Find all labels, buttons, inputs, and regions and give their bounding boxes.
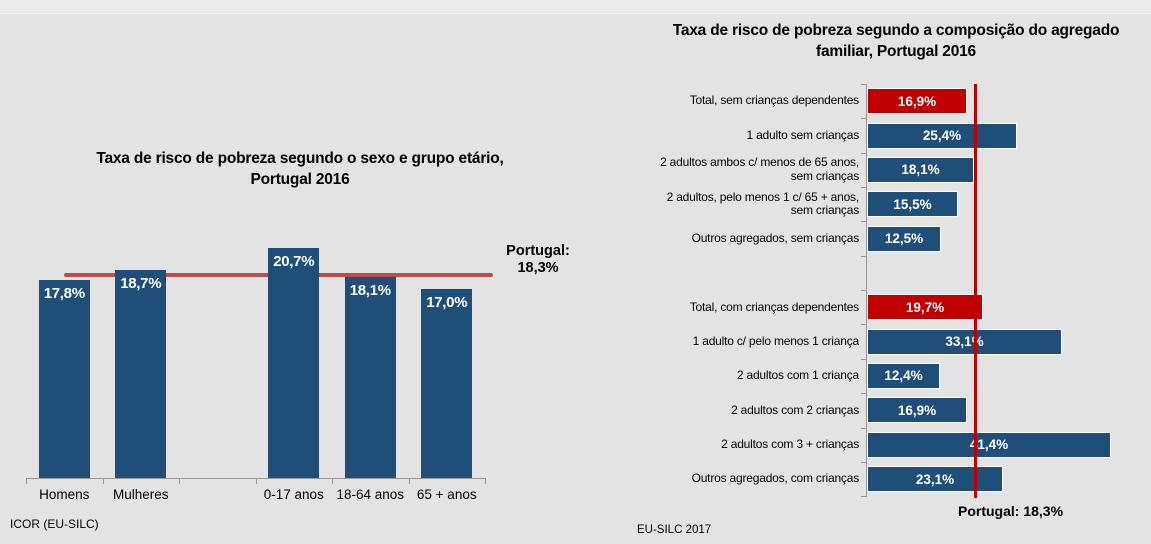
bar-outros-agregados-com-crian-as: 23,1% — [867, 466, 1003, 493]
portugal-average-annotation-left-line1: Portugal: — [506, 243, 570, 259]
y-axis-tick — [861, 393, 867, 395]
category-label: Homens — [39, 487, 90, 502]
y-axis-tick — [861, 187, 867, 189]
bar-value-label: 12,4% — [884, 368, 923, 384]
bar-2-adultos-pelo-menos-1-c-65-anos-sem-crian-as: 15,5% — [867, 191, 958, 218]
bar-18-64-anos: 18,1% — [344, 277, 396, 478]
category-label: Outros agregados, com crianças — [691, 471, 860, 486]
top-strip — [0, 0, 1151, 14]
y-axis-tick — [861, 221, 867, 223]
bar-total-com-crian-as-dependentes: 19,7% — [867, 294, 983, 321]
category-label: 0-17 anos — [263, 487, 324, 502]
bar-value-label: 41,4% — [969, 437, 1009, 453]
x-axis-tick — [179, 478, 180, 484]
bar-value-label: 18,1% — [349, 282, 391, 299]
category-label: 2 adultos com 2 crianças — [731, 402, 859, 417]
bar-value-label: 15,5% — [893, 196, 932, 212]
y-axis-tick — [861, 290, 867, 292]
x-axis-tick — [26, 478, 27, 484]
category-label: 1 adulto c/ pelo menos 1 criança — [692, 333, 860, 348]
bar-homens: 17,8% — [38, 280, 90, 478]
y-axis-tick — [861, 324, 867, 326]
x-axis-tick — [255, 478, 257, 484]
category-label: 2 adultos ambos c/ menos de 65 anos, sem… — [660, 155, 859, 183]
bar-value-label: 18,1% — [901, 162, 940, 178]
y-axis-tick — [861, 461, 867, 463]
category-label: Mulheres — [112, 487, 169, 502]
category-label: 2 adultos com 1 criança — [736, 368, 859, 383]
category-label: 18-64 anos — [336, 487, 405, 502]
bar-total-sem-crian-as-dependentes: 16,9% — [867, 88, 967, 115]
category-label: 1 adulto sem crianças — [746, 127, 859, 142]
y-axis-tick — [861, 496, 867, 498]
portugal-average-annotation-left: Portugal: 18,3% — [494, 243, 582, 277]
bar-value-label: 16,9% — [897, 402, 937, 418]
y-axis-tick — [861, 255, 867, 257]
bar-2-adultos-com-1-crian-a: 12,4% — [867, 362, 940, 389]
sex-age-chart-title: Taxa de risco de pobreza segundo o sexo … — [38, 149, 562, 190]
bar-2-adultos-com-2-crian-as: 16,9% — [867, 397, 967, 424]
household-chart-title-line2: familiar, Portugal 2016 — [816, 42, 976, 60]
y-axis-tick — [861, 118, 867, 120]
bar-2-adultos-com-3-crian-as: 41,4% — [867, 431, 1111, 458]
source-note-left: ICOR (EU-SILC) — [10, 517, 99, 531]
bar-outros-agregados-sem-crian-as: 12,5% — [867, 225, 941, 252]
y-axis-tick — [861, 84, 867, 85]
bar-value-label: 19,7% — [905, 299, 945, 315]
source-note-right: EU-SILC 2017 — [637, 524, 712, 536]
category-label: Outros agregados, sem crianças — [691, 230, 860, 245]
x-axis-tick — [485, 478, 486, 484]
bar-value-label: 17,8% — [43, 285, 85, 302]
bar-value-label: 16,9% — [897, 93, 937, 109]
bar-value-label: 25,4% — [922, 128, 962, 144]
portugal-average-annotation-left-line2: 18,3% — [517, 260, 559, 276]
bar-value-label: 18,7% — [120, 275, 162, 292]
bar-65-anos: 17,0% — [421, 289, 473, 478]
bar-mulheres: 18,7% — [115, 270, 167, 478]
bar-1-adulto-c-pelo-menos-1-crian-a: 33,1% — [867, 328, 1062, 355]
portugal-average-annotation-right: Portugal: 18,3% — [958, 503, 1064, 519]
x-axis-tick — [332, 478, 333, 484]
bar-value-label: 20,7% — [273, 253, 315, 270]
y-axis-tick — [861, 152, 867, 154]
reference-line-portugal — [974, 84, 977, 499]
y-axis-tick — [861, 427, 867, 429]
sex-age-chart-title-line2: Portugal 2016 — [250, 170, 350, 188]
category-label: 65 + anos — [416, 487, 477, 502]
category-label: Total, com crianças dependentes — [689, 299, 859, 314]
category-label: Total, sem crianças dependentes — [689, 93, 859, 108]
bar-1-adulto-sem-crian-as: 25,4% — [867, 122, 1017, 149]
bar-value-label: 33,1% — [945, 334, 984, 350]
category-label: 2 adultos, pelo menos 1 c/ 65 + anos, se… — [666, 189, 860, 218]
sex-age-chart-title-line1: Taxa de risco de pobreza segundo o sexo … — [96, 150, 504, 167]
household-chart-title: Taxa de risco de pobreza segundo a compo… — [640, 21, 1151, 62]
bar-value-label: 23,1% — [915, 471, 955, 487]
bar-value-label: 12,5% — [884, 231, 924, 247]
x-axis-tick — [102, 478, 104, 484]
x-axis-tick — [408, 478, 410, 484]
bar-value-label: 17,0% — [426, 294, 468, 311]
y-axis-tick — [861, 358, 867, 360]
bar-2-adultos-ambos-c-menos-de-65-anos-sem-crian-as: 18,1% — [867, 156, 974, 183]
bar-0-17-anos: 20,7% — [268, 248, 320, 478]
household-chart-title-line1: Taxa de risco de pobreza segundo a compo… — [672, 22, 1120, 39]
category-label: 2 adultos com 3 + crianças — [721, 436, 859, 451]
